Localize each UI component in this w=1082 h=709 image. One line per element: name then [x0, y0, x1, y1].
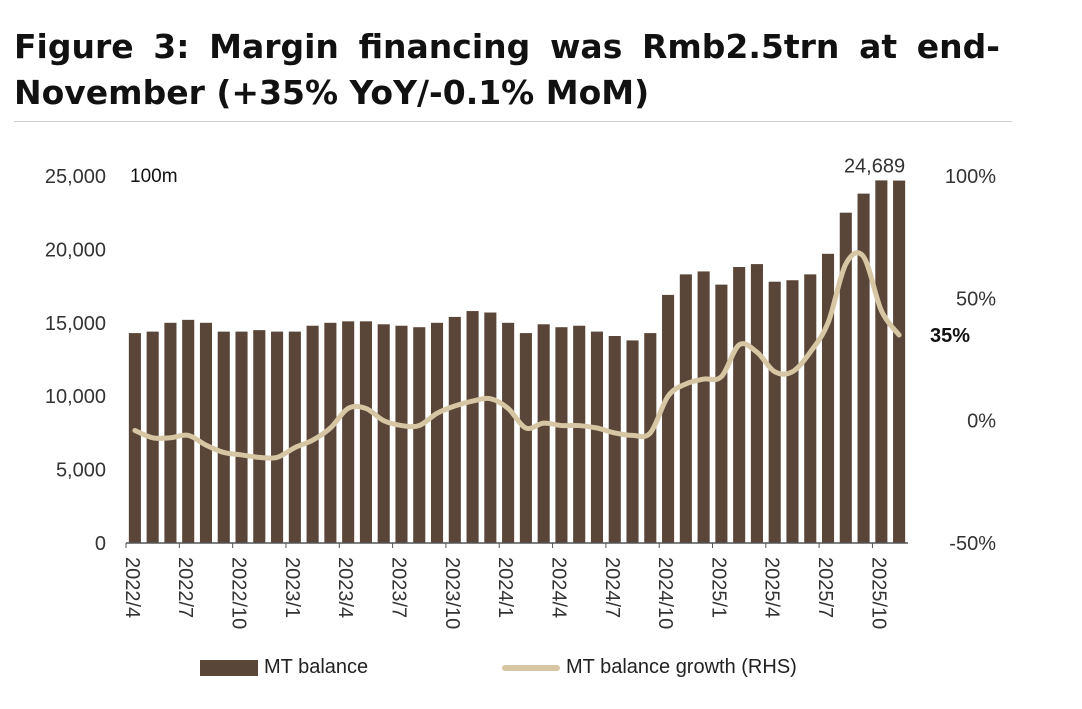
bar: [306, 325, 319, 543]
bar: [733, 267, 746, 543]
last-bar-value-label: 24,689: [844, 156, 905, 178]
x-tick-label: 2023/1: [281, 557, 303, 618]
bar: [857, 193, 870, 543]
bar: [377, 324, 390, 543]
bar: [750, 264, 763, 543]
left-axis-ticks: 0 5,000 10,000 15,000 20,000 25,000: [45, 166, 106, 555]
bar: [217, 331, 230, 543]
bar: [715, 284, 728, 543]
bar: [537, 324, 550, 543]
bar: [199, 322, 213, 543]
right-tick-label: -50%: [949, 533, 996, 555]
bar: [466, 311, 479, 543]
bar: [821, 253, 835, 544]
bar: [573, 325, 586, 543]
bar: [342, 321, 355, 543]
x-tick-label: 2024/4: [547, 557, 569, 618]
bar: [644, 333, 657, 543]
bar: [875, 180, 888, 543]
bar: [768, 281, 781, 543]
bar: [253, 330, 266, 543]
right-axis-ticks: -50% 0% 50% 100%: [945, 166, 996, 555]
legend-label-growth: MT balance growth (RHS): [566, 656, 797, 678]
bar: [804, 274, 817, 543]
x-tick-label: 2023/7: [387, 557, 409, 618]
bar: [662, 294, 675, 543]
legend-bar-swatch: [200, 659, 258, 676]
bar: [288, 331, 301, 543]
bar: [786, 280, 799, 543]
x-tick-label: 2022/4: [121, 557, 143, 618]
bar: [697, 271, 710, 543]
bar: [448, 316, 461, 543]
bar: [590, 331, 604, 543]
last-growth-label: 35%: [930, 325, 970, 347]
growth-line-layer: [132, 250, 902, 461]
legend-line-swatch: [502, 664, 560, 671]
bar: [182, 319, 195, 543]
bar: [502, 322, 515, 543]
bar: [679, 274, 692, 543]
x-tick-label: 2024/10: [654, 557, 676, 629]
x-tick-label: 2024/7: [601, 557, 623, 618]
bar: [893, 180, 906, 543]
bar: [484, 312, 497, 543]
chart-title: Figure 3: Margin financing was Rmb2.5trn…: [14, 27, 1000, 112]
unit-label: 100m: [130, 166, 178, 187]
legend-item-mt-balance: MT balance: [200, 656, 368, 679]
bar: [430, 322, 444, 543]
bar: [413, 327, 426, 543]
x-tick-label: 2025/10: [867, 557, 889, 629]
legend-label-mt-balance: MT balance: [264, 656, 369, 678]
left-tick-label: 20,000: [45, 239, 106, 261]
bar: [128, 333, 141, 543]
bar: [235, 331, 248, 543]
x-tick-label: 2023/4: [334, 557, 356, 618]
mt-balance-bars: [128, 180, 906, 544]
bar: [839, 212, 852, 543]
right-tick-label: 50%: [956, 288, 996, 310]
legend-item-growth: MT balance growth (RHS): [502, 656, 797, 679]
left-tick-label: 25,000: [45, 166, 106, 188]
x-tick-label: 2025/1: [707, 557, 729, 618]
left-tick-label: 0: [95, 533, 106, 555]
left-tick-label: 5,000: [56, 460, 106, 482]
bar: [271, 331, 284, 543]
bar: [608, 336, 621, 543]
x-tick-label: 2025/7: [814, 557, 836, 618]
left-tick-label: 15,000: [45, 313, 106, 335]
x-axis-ticks: 2022/4 2022/7 2022/10 2023/1 2023/4 2023/7 202…: [121, 543, 889, 629]
growth-line: [132, 250, 902, 461]
bar: [519, 333, 532, 543]
x-tick-label: 2022/7: [174, 557, 196, 618]
right-tick-label: 100%: [945, 166, 996, 188]
bar: [164, 322, 177, 543]
bar: [324, 322, 337, 543]
title-divider: [14, 121, 1012, 122]
x-tick-label: 2023/10: [441, 557, 463, 629]
x-tick-label: 2024/1: [494, 557, 516, 618]
left-tick-label: 10,000: [45, 386, 106, 408]
x-tick-label: 2022/10: [228, 557, 250, 629]
right-tick-label: 0%: [967, 411, 996, 433]
bar: [359, 321, 372, 543]
bar: [395, 325, 408, 543]
x-tick-label: 2025/4: [761, 557, 783, 618]
bar: [626, 340, 639, 543]
bar: [555, 327, 568, 543]
